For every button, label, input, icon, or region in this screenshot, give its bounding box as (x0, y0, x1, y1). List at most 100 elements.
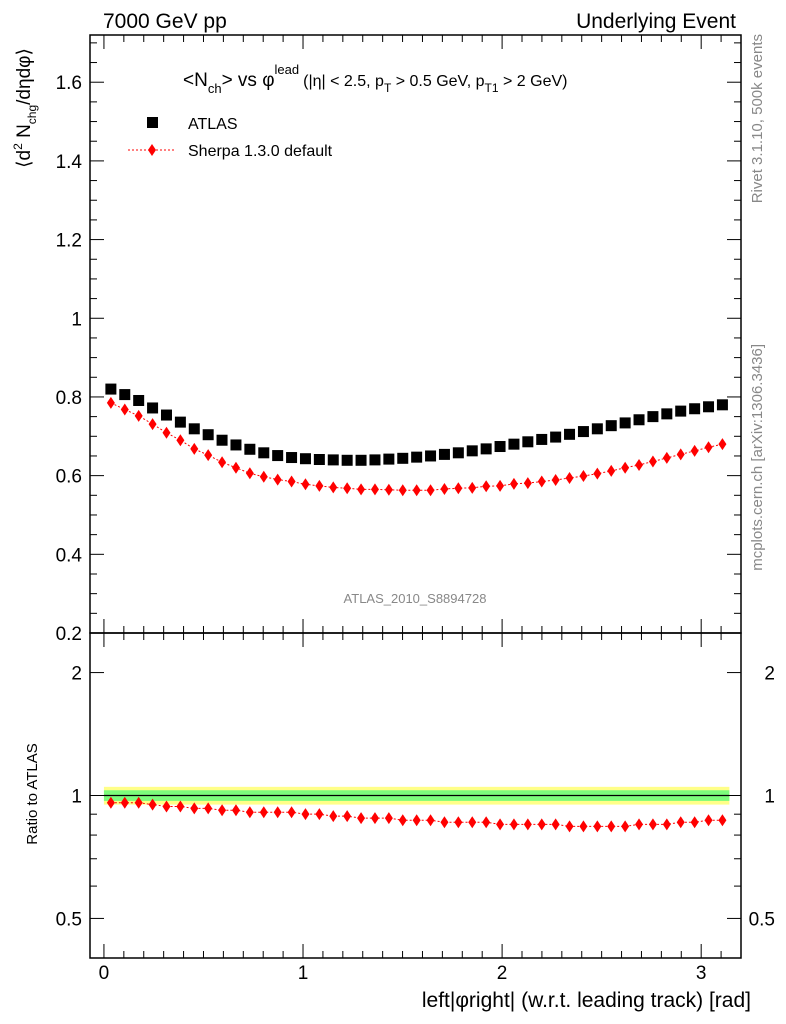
sherpa-point (218, 456, 227, 469)
ratio-sherpa-point (440, 816, 449, 829)
sherpa-point (357, 483, 366, 496)
sherpa-point (245, 467, 254, 480)
ratio-sherpa-point (412, 814, 421, 827)
sherpa-point (162, 426, 171, 439)
ratio-ylabel: Ratio to ATLAS (24, 743, 41, 844)
xtick-label: 0 (99, 963, 110, 984)
atlas-point (452, 447, 464, 459)
sherpa-point (537, 475, 546, 488)
legend-atlas-marker (147, 117, 158, 128)
ratio-sherpa-point (273, 806, 282, 819)
main-ytick-label: 0.4 (56, 545, 83, 566)
ratio-sherpa-point (384, 812, 393, 825)
atlas-point (105, 383, 117, 395)
sherpa-point (551, 473, 560, 486)
ratio-sherpa-point (245, 806, 254, 819)
ratio-sherpa-point (454, 816, 463, 829)
main-ytick-label: 1 (71, 309, 82, 330)
sherpa-point (718, 438, 727, 451)
sherpa-point (343, 482, 352, 495)
main-ytick-label: 1.6 (56, 73, 82, 94)
ratio-reference-band (103, 786, 730, 805)
atlas-point (689, 403, 701, 415)
sherpa-point (635, 459, 644, 472)
ratio-sherpa-point (120, 796, 129, 809)
rivet-label: Rivet 3.1.10, 500k events (749, 34, 766, 203)
ratio-sherpa-point (648, 818, 657, 831)
ratio-sherpa-point (106, 796, 115, 809)
ratio-sherpa-point (231, 804, 240, 817)
atlas-point (633, 414, 645, 426)
sherpa-point (468, 481, 477, 494)
atlas-point (160, 409, 172, 421)
sherpa-point (579, 470, 588, 483)
sherpa-point (621, 461, 630, 474)
atlas-point (522, 436, 534, 448)
ratio-sherpa-point (162, 800, 171, 813)
atlas-point (258, 447, 270, 459)
ratio-sherpa-point (315, 808, 324, 821)
atlas-point (647, 411, 659, 423)
atlas-point (703, 401, 715, 413)
ratio-sherpa-point (718, 814, 727, 827)
atlas-point (119, 389, 131, 401)
atlas-point (577, 426, 589, 438)
legend-atlas-label: ATLAS (188, 116, 238, 133)
sherpa-point (190, 442, 199, 455)
ratio-sherpa-point (204, 802, 213, 815)
ratio-sherpa-point (676, 816, 685, 829)
ratio-ytick-label-right: 0.5 (749, 909, 775, 930)
ratio-sherpa-point (190, 802, 199, 815)
sherpa-point (329, 481, 338, 494)
ratio-sherpa-point (357, 812, 366, 825)
atlas-point (286, 452, 298, 464)
main-ytick-label: 0.6 (56, 467, 82, 488)
atlas-point (244, 443, 256, 455)
legend: ATLAS Sherpa 1.3.0 default (128, 116, 333, 160)
mcplots-label: mcplots.cern.ch [arXiv:1306.3436] (749, 344, 766, 571)
atlas-point (564, 428, 576, 440)
sherpa-point (315, 479, 324, 492)
ratio-sherpa-point (301, 808, 310, 821)
main-ticks (90, 35, 741, 634)
sherpa-point (662, 451, 671, 464)
ratio-sherpa-point (690, 816, 699, 829)
atlas-point (272, 450, 284, 462)
ratio-sherpa-point (662, 818, 671, 831)
sherpa-point (426, 484, 435, 497)
atlas-point (188, 423, 200, 435)
atlas-point (425, 450, 437, 462)
atlas-point (619, 417, 631, 429)
sherpa-point (412, 484, 421, 497)
xtick-label: 1 (298, 963, 309, 984)
sherpa-point (370, 483, 379, 496)
xtick-labels: 0 1 2 3 (99, 963, 707, 984)
atlas-point (133, 394, 145, 406)
ratio-sherpa-point (259, 806, 268, 819)
atlas-point (299, 453, 311, 465)
ratio-sherpa-point (134, 796, 143, 809)
sherpa-point (593, 467, 602, 480)
ratio-sherpa-point (176, 800, 185, 813)
ratio-sherpa-point (468, 816, 477, 829)
atlas-point (174, 416, 186, 428)
atlas-point (550, 431, 562, 443)
sherpa-point (106, 396, 115, 409)
ratio-ytick-label: 1 (71, 787, 82, 808)
atlas-point (341, 454, 353, 466)
atlas-point (411, 451, 423, 463)
sherpa-point (176, 434, 185, 447)
sherpa-point (676, 448, 685, 461)
ratio-sherpa-point (551, 818, 560, 831)
legend-sherpa-label: Sherpa 1.3.0 default (188, 143, 333, 160)
legend-sherpa-marker (148, 144, 156, 156)
ratio-sherpa-point (329, 810, 338, 823)
sherpa-point (496, 479, 505, 492)
atlas-point (313, 454, 325, 466)
atlas-point (355, 454, 367, 466)
ratio-sherpa-point (579, 820, 588, 833)
sherpa-point (120, 403, 129, 416)
main-ytick-label: 1.4 (56, 152, 83, 173)
atlas-point (216, 434, 228, 446)
main-ytick-labels: 0.2 0.4 0.6 0.8 1 1.2 1.4 1.6 (56, 73, 83, 645)
